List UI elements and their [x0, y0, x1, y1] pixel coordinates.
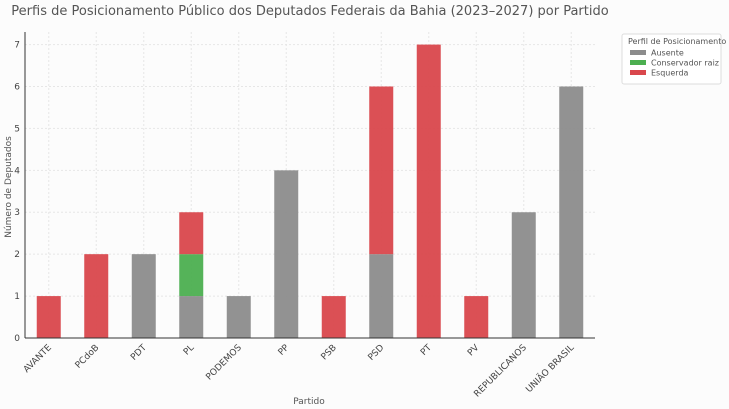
chart-title: Perfis de Posicionamento Público dos Dep…	[11, 4, 608, 19]
x-tick-label: AVANTE	[22, 343, 54, 375]
legend-swatch	[630, 50, 646, 55]
bar-ausente	[511, 212, 536, 338]
y-tick-label: 3	[14, 208, 20, 218]
bar-esquerda	[84, 254, 109, 338]
bar-ausente	[226, 296, 251, 338]
x-axis-label: Partido	[293, 397, 325, 407]
bar-esquerda	[179, 212, 204, 255]
legend-label: Ausente	[651, 49, 684, 58]
legend: Perfil de Posicionamento AusenteConserva…	[621, 33, 726, 85]
bar-ausente	[131, 254, 156, 338]
y-tick-label: 7	[14, 41, 20, 51]
bar-ausente	[179, 296, 204, 338]
bar-esquerda	[36, 296, 61, 338]
bar-conservador-raiz	[179, 254, 204, 297]
x-tick-label: PT	[419, 343, 434, 358]
x-tick-label: PL	[182, 343, 196, 357]
y-tick-label: 1	[14, 292, 20, 302]
y-tick-label: 4	[14, 166, 20, 176]
x-tick-label: PDT	[129, 343, 149, 363]
y-tick-label: 6	[14, 82, 20, 92]
y-axis-label: Número de Deputados	[4, 136, 14, 238]
x-tick-label: PSB	[320, 343, 339, 362]
y-tick-label: 5	[14, 124, 20, 134]
bar-ausente	[369, 254, 394, 338]
bar-esquerda	[416, 44, 441, 338]
legend-swatch	[630, 60, 646, 65]
x-tick-label: PCdoB	[74, 343, 102, 371]
x-tick-label: REPUBLICANOS	[472, 343, 529, 400]
bar-esquerda	[369, 86, 394, 255]
x-tick-label: PODEMOS	[204, 343, 244, 383]
bar-esquerda	[464, 296, 489, 338]
bar-ausente	[559, 86, 584, 338]
bar-ausente	[274, 170, 299, 338]
x-tick-label: PV	[466, 342, 482, 358]
legend-label: Esquerda	[651, 69, 689, 78]
x-tick-label: PP	[277, 343, 292, 358]
bar-esquerda	[321, 296, 346, 338]
legend-label: Conservador raiz	[651, 59, 719, 68]
x-tick-label: UNIÃO BRASIL	[524, 342, 577, 395]
y-tick-label: 2	[14, 250, 20, 260]
legend-title: Perfil de Posicionamento	[628, 37, 726, 46]
legend-swatch	[630, 70, 646, 75]
y-tick-label: 0	[14, 334, 20, 344]
x-tick-label: PSD	[367, 343, 387, 363]
